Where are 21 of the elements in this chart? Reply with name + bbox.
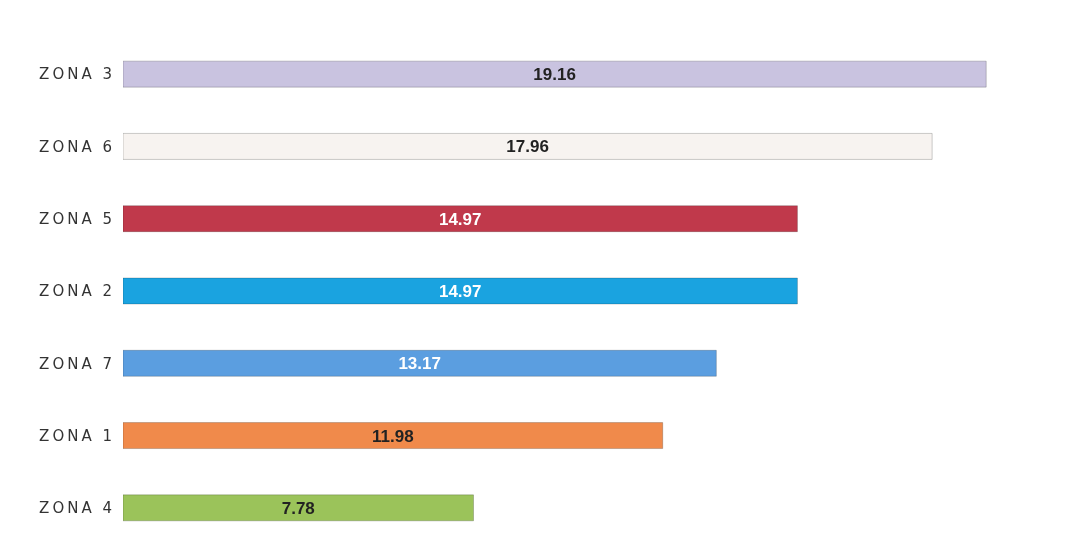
bar bbox=[123, 422, 664, 450]
y-tick-label: ZONA 5 bbox=[39, 210, 115, 229]
data-label: 11.98 bbox=[372, 426, 414, 446]
bar bbox=[123, 494, 475, 522]
y-tick-label: ZONA 7 bbox=[39, 354, 115, 373]
data-label: 14.97 bbox=[438, 209, 482, 229]
data-label: 19.16 bbox=[533, 65, 576, 85]
y-tick-label: ZONA 6 bbox=[39, 137, 115, 156]
y-tick-label: ZONA 2 bbox=[39, 282, 115, 301]
data-label: 7.78 bbox=[281, 498, 315, 518]
data-label: 14.97 bbox=[438, 281, 482, 301]
y-tick-label: ZONA 1 bbox=[39, 426, 115, 445]
bar bbox=[123, 60, 987, 88]
bar bbox=[123, 205, 798, 233]
y-tick-label: ZONA 4 bbox=[39, 499, 115, 518]
data-label: 13.17 bbox=[398, 354, 441, 374]
bar bbox=[123, 349, 717, 377]
data-label: 17.96 bbox=[506, 137, 549, 157]
bar bbox=[123, 132, 933, 160]
y-tick-label: ZONA 3 bbox=[39, 65, 115, 84]
bar bbox=[123, 277, 798, 305]
